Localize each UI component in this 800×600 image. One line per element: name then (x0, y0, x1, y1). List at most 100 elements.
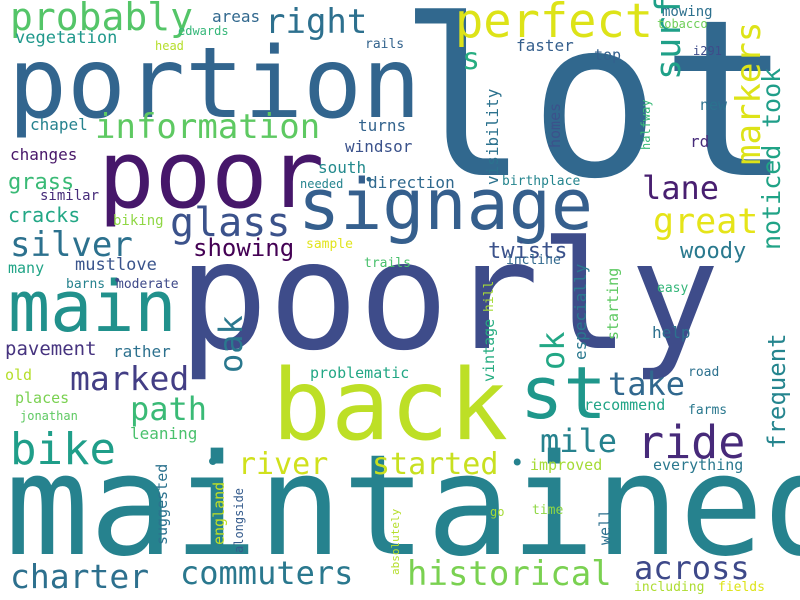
word-everything: everything (653, 456, 744, 474)
word-absolutely: absolutely (389, 508, 402, 575)
word-poorly: poorly (178, 210, 720, 384)
word-marked: marked (70, 359, 190, 398)
word-s: s (462, 42, 481, 77)
word-mile: mile (540, 422, 618, 460)
word-bike: bike (10, 424, 116, 475)
word-leaning: leaning (130, 424, 198, 443)
word-perfect: perfect (455, 0, 654, 49)
word-st: st (520, 351, 607, 435)
word-pavement: pavement (5, 338, 97, 360)
word-cracks: cracks (8, 203, 81, 227)
word-especially: especially (571, 263, 590, 360)
word-great: great (653, 202, 759, 242)
word-help: help (652, 323, 691, 342)
word-commuters: commuters (180, 554, 354, 592)
word-charter: charter (10, 557, 150, 596)
word-south: south (318, 158, 367, 177)
word-incline: incline (506, 253, 561, 268)
word-barns: barns (66, 277, 106, 292)
word-maintained: maintained (5, 425, 800, 588)
word-go: go (490, 505, 505, 519)
word-alongside: alongside (232, 487, 246, 553)
word-ride: ride (637, 416, 746, 469)
word-i291: i291 (693, 44, 722, 58)
word-road: road (688, 365, 720, 380)
word-improved: improved (530, 456, 603, 474)
word-new: new (700, 96, 728, 114)
word-probably: probably (10, 0, 194, 39)
word-started: started (372, 447, 499, 482)
word-including: including (634, 580, 705, 595)
word-poor: poor (98, 121, 325, 230)
word-top: top (594, 46, 622, 64)
word-visibility: visibility (483, 88, 502, 185)
dot-marker: • (510, 449, 525, 477)
word-changes: changes (10, 145, 78, 164)
word-halfway: halfway (639, 99, 653, 150)
word-recommend: recommend (584, 396, 666, 414)
word-information: information (95, 107, 321, 147)
word-ok: ok (534, 331, 572, 370)
word-rails: rails (365, 37, 405, 52)
word-river: river (238, 447, 329, 482)
word-mowing: mowing (662, 4, 713, 20)
word-frequent: frequent (763, 333, 791, 449)
word-head: head (155, 39, 184, 53)
dot-marker: • (205, 448, 221, 478)
word-right: right (265, 2, 368, 42)
word-hill: hill (482, 280, 497, 312)
word-grass: grass (8, 170, 75, 195)
word-starting: starting (604, 267, 622, 340)
word-faster: faster (516, 36, 574, 55)
word-across: across (634, 549, 750, 587)
word-problematic: problematic (310, 364, 410, 382)
word-twists: twists (488, 239, 568, 264)
word-fields: fields (718, 580, 765, 595)
word-vintage: vintage (480, 318, 498, 382)
word-birthplace: birthplace (502, 174, 581, 189)
word-mustlove: mustlove (75, 255, 157, 275)
word-vegetation: vegetation (15, 28, 118, 48)
word-signage: signage (298, 164, 594, 246)
word-back: back (272, 349, 509, 463)
word-direction: direction (368, 173, 455, 192)
word-take: take (608, 365, 686, 403)
word-old: old (5, 366, 33, 384)
word-path: path (130, 390, 208, 428)
dot-marker: • (113, 273, 122, 289)
word-areas: areas (212, 7, 261, 26)
word-main: main (8, 266, 177, 348)
word-many: many (8, 259, 45, 277)
word-edwards: edwards (178, 24, 229, 38)
word-took: took (757, 67, 786, 128)
word-glass: glass (170, 200, 291, 246)
word-tobacco: tobacco (657, 17, 708, 31)
word-woody: woody (680, 239, 747, 264)
word-historical: historical (407, 554, 612, 594)
word-similar: similar (40, 188, 100, 204)
word-sample: sample (306, 237, 353, 252)
word-noticed: noticed (757, 144, 786, 250)
word-time: time (532, 503, 564, 518)
word-oak: oak (212, 315, 250, 373)
word-moderate: moderate (116, 277, 179, 292)
word-england: england (210, 481, 228, 545)
word-rather: rather (113, 342, 171, 361)
dot-marker: • (364, 170, 374, 189)
word-well: well (596, 508, 614, 545)
word-turns: turns (358, 116, 407, 135)
word-silver: silver (10, 225, 133, 265)
word-chapel: chapel (30, 115, 88, 134)
word-portion: portion (8, 27, 422, 141)
word-rd: rd (690, 132, 710, 151)
word-lot: lot (398, 0, 792, 227)
word-biking: biking (113, 213, 164, 229)
word-showing: showing (193, 234, 295, 262)
word-farms: farms (688, 403, 728, 418)
word-trails: trails (364, 256, 411, 271)
word-easy: easy (657, 281, 689, 296)
word-lane: lane (642, 169, 720, 207)
word-homes: homes (546, 102, 564, 148)
word-suggested: suggested (153, 463, 171, 545)
